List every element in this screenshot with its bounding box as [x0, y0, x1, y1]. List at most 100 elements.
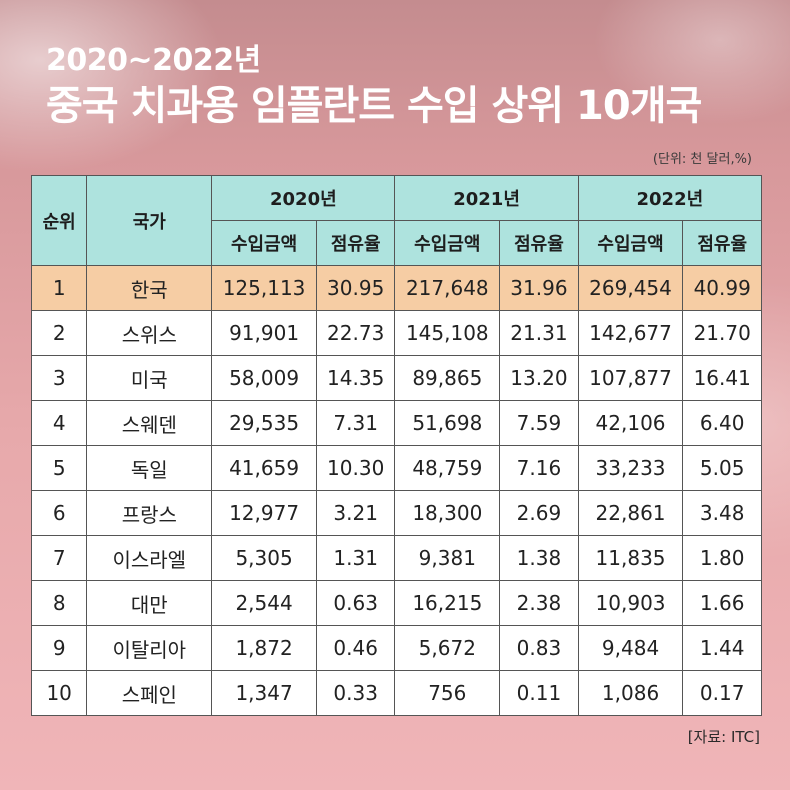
share-cell: 30.95: [315, 265, 396, 311]
country-cell: 프랑스: [86, 490, 213, 536]
share-cell: 0.46: [315, 625, 396, 671]
amount-cell: 18,300: [394, 490, 501, 536]
table-row: 3 미국 58,009 14.35 89,865 13.20 107,877 16.41: [30, 355, 762, 401]
amount-cell: 33,233: [577, 445, 684, 491]
share-cell: 16.41: [682, 355, 762, 401]
amount-cell: 11,835: [577, 535, 684, 581]
rank-cell: 8: [30, 580, 88, 626]
amount-cell: 22,861: [577, 490, 684, 536]
amount-cell: 58,009: [211, 355, 317, 401]
table-row: 5 독일 41,659 10.30 48,759 7.16 33,233 5.05: [30, 445, 762, 491]
column-header-amount: 수입금액: [394, 220, 501, 266]
amount-cell: 1,347: [211, 670, 317, 716]
amount-cell: 91,901: [211, 310, 317, 356]
country-cell: 스페인: [86, 670, 213, 716]
amount-cell: 9,484: [577, 625, 684, 671]
amount-cell: 41,659: [211, 445, 317, 491]
amount-cell: 145,108: [394, 310, 501, 356]
table-row: 4 스웨덴 29,535 7.31 51,698 7.59 42,106 6.40: [30, 400, 762, 446]
table-row: 2 스위스 91,901 22.73 145,108 21.31 142,677 21.70: [30, 310, 762, 356]
rank-cell: 1: [30, 265, 88, 311]
table-row: 10 스페인 1,347 0.33 756 0.11 1,086 0.17: [30, 670, 762, 716]
table-row: 8 대만 2,544 0.63 16,215 2.38 10,903 1.66: [30, 580, 762, 626]
share-cell: 1.38: [499, 535, 579, 581]
share-cell: 0.33: [315, 670, 396, 716]
share-cell: 1.44: [682, 625, 762, 671]
title-block: 2020~2022년 중국 치과용 임플란트 수입 상위 10개국: [46, 42, 702, 130]
table-row: 1 한국 125,113 30.95 217,648 31.96 269,454 40.99: [30, 265, 762, 311]
share-cell: 5.05: [682, 445, 762, 491]
share-cell: 22.73: [315, 310, 396, 356]
country-cell: 대만: [86, 580, 213, 626]
share-cell: 31.96: [499, 265, 579, 311]
country-cell: 이탈리아: [86, 625, 213, 671]
column-header-amount: 수입금액: [211, 220, 317, 266]
column-header-country: 국가: [86, 175, 213, 266]
amount-cell: 29,535: [211, 400, 317, 446]
header-row-years: 순위 국가 2020년 2021년 2022년: [30, 175, 763, 266]
amount-cell: 48,759: [394, 445, 501, 491]
import-table: 순위 국가 2020년 2021년 2022년 수입금액 점유율 수입금액 점유…: [30, 175, 763, 716]
rank-cell: 3: [30, 355, 88, 401]
country-cell: 스웨덴: [86, 400, 213, 446]
amount-cell: 1,086: [577, 670, 684, 716]
share-cell: 21.70: [682, 310, 762, 356]
amount-cell: 89,865: [394, 355, 501, 401]
column-header-rank: 순위: [30, 175, 88, 266]
page-title: 중국 치과용 임플란트 수입 상위 10개국: [46, 83, 702, 129]
amount-cell: 142,677: [577, 310, 684, 356]
column-header-share: 점유율: [315, 220, 396, 266]
country-cell: 스위스: [86, 310, 213, 356]
share-cell: 3.48: [682, 490, 762, 536]
amount-cell: 9,381: [394, 535, 501, 581]
share-cell: 14.35: [315, 355, 396, 401]
share-cell: 0.11: [499, 670, 579, 716]
rank-cell: 9: [30, 625, 88, 671]
country-cell: 이스라엘: [86, 535, 213, 581]
share-cell: 2.69: [499, 490, 579, 536]
share-cell: 3.21: [315, 490, 396, 536]
unit-note: (단위: 천 달러,%): [652, 152, 752, 167]
column-header-year-2021: 2021년: [394, 175, 579, 221]
country-cell: 한국: [86, 265, 213, 311]
amount-cell: 1,872: [211, 625, 317, 671]
share-cell: 40.99: [682, 265, 762, 311]
amount-cell: 756: [394, 670, 501, 716]
amount-cell: 42,106: [577, 400, 684, 446]
share-cell: 1.66: [682, 580, 762, 626]
rank-cell: 5: [30, 445, 88, 491]
share-cell: 21.31: [499, 310, 579, 356]
share-cell: 2.38: [499, 580, 579, 626]
amount-cell: 5,672: [394, 625, 501, 671]
rank-cell: 10: [30, 670, 88, 716]
share-cell: 7.59: [499, 400, 579, 446]
share-cell: 6.40: [682, 400, 762, 446]
amount-cell: 12,977: [211, 490, 317, 536]
share-cell: 0.83: [499, 625, 579, 671]
header-row-metrics: 수입금액 점유율 수입금액 점유율 수입금액 점유율: [32, 220, 762, 266]
table-row: 9 이탈리아 1,872 0.46 5,672 0.83 9,484 1.44: [30, 625, 762, 671]
share-cell: 7.16: [499, 445, 579, 491]
column-header-share: 점유율: [682, 220, 762, 266]
country-cell: 독일: [86, 445, 213, 491]
share-cell: 0.17: [682, 670, 762, 716]
rank-cell: 7: [30, 535, 88, 581]
share-cell: 1.80: [682, 535, 762, 581]
column-header-year-2020: 2020년: [211, 175, 396, 221]
rank-cell: 2: [30, 310, 88, 356]
amount-cell: 16,215: [394, 580, 501, 626]
amount-cell: 125,113: [211, 265, 317, 311]
amount-cell: 5,305: [211, 535, 317, 581]
amount-cell: 269,454: [577, 265, 684, 311]
column-header-amount: 수입금액: [577, 220, 684, 266]
table-row: 6 프랑스 12,977 3.21 18,300 2.69 22,861 3.48: [30, 490, 762, 536]
share-cell: 13.20: [499, 355, 579, 401]
amount-cell: 217,648: [394, 265, 501, 311]
page-subtitle: 2020~2022년: [46, 43, 261, 78]
source-note: [자료: ITC]: [687, 728, 760, 746]
share-cell: 1.31: [315, 535, 396, 581]
country-cell: 미국: [86, 355, 213, 401]
rank-cell: 6: [30, 490, 88, 536]
table-row: 7 이스라엘 5,305 1.31 9,381 1.38 11,835 1.80: [30, 535, 762, 581]
amount-cell: 51,698: [394, 400, 501, 446]
